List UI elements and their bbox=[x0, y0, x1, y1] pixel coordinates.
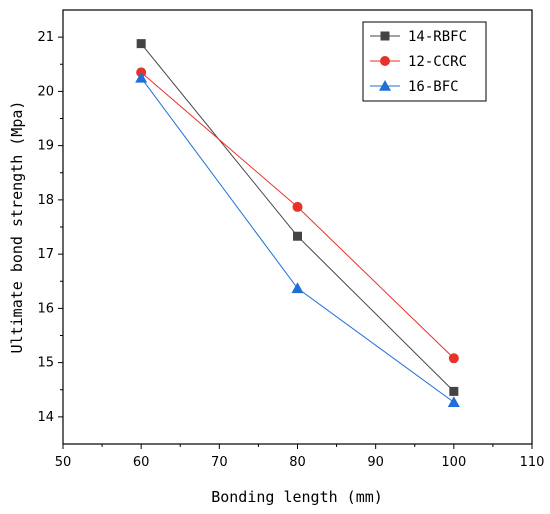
series-16-BFC bbox=[135, 71, 460, 408]
x-tick-label: 100 bbox=[441, 455, 466, 470]
y-tick-label: 17 bbox=[37, 247, 54, 262]
data-point bbox=[449, 386, 459, 396]
data-point bbox=[291, 282, 304, 294]
x-tick-label: 80 bbox=[289, 455, 306, 470]
y-tick-label: 15 bbox=[37, 356, 54, 371]
data-point bbox=[447, 396, 460, 408]
legend-marker bbox=[380, 31, 390, 41]
series-layer bbox=[135, 39, 460, 408]
legend-label: 16-BFC bbox=[408, 79, 459, 95]
data-point bbox=[136, 39, 146, 49]
y-tick-label: 14 bbox=[37, 410, 54, 425]
y-tick-label: 21 bbox=[37, 30, 54, 45]
legend-label: 14-RBFC bbox=[408, 29, 467, 45]
y-tick-label: 18 bbox=[37, 193, 54, 208]
x-tick-label: 60 bbox=[133, 455, 150, 470]
y-tick-label: 20 bbox=[37, 84, 54, 99]
y-axis-title: Ultimate bond strength (Mpa) bbox=[8, 101, 26, 354]
data-point bbox=[135, 71, 148, 83]
series-12-CCRC bbox=[136, 67, 459, 364]
data-point bbox=[448, 353, 459, 364]
data-point bbox=[293, 231, 302, 241]
y-tick-label: 16 bbox=[37, 301, 54, 316]
x-tick-label: 50 bbox=[55, 455, 72, 470]
legend-label: 12-CCRC bbox=[408, 54, 467, 70]
series-14-RBFC bbox=[136, 39, 459, 396]
x-axis-title: Bonding length (mm) bbox=[211, 488, 383, 506]
y-tick-label: 19 bbox=[37, 139, 54, 154]
legend: 14-RBFC 12-CCRC 16-BFC bbox=[362, 21, 487, 102]
x-tick-label: 70 bbox=[211, 455, 228, 470]
x-axis-ticks: 50 60 70 80 90 100 110 bbox=[55, 444, 545, 470]
legend-marker bbox=[379, 80, 391, 91]
y-axis-ticks: 14 15 16 17 18 19 20 21 bbox=[37, 30, 63, 425]
x-tick-label: 110 bbox=[520, 455, 545, 470]
x-tick-label: 90 bbox=[367, 455, 384, 470]
series-line bbox=[140, 72, 455, 359]
legend-marker bbox=[380, 56, 390, 66]
data-point bbox=[292, 201, 303, 212]
